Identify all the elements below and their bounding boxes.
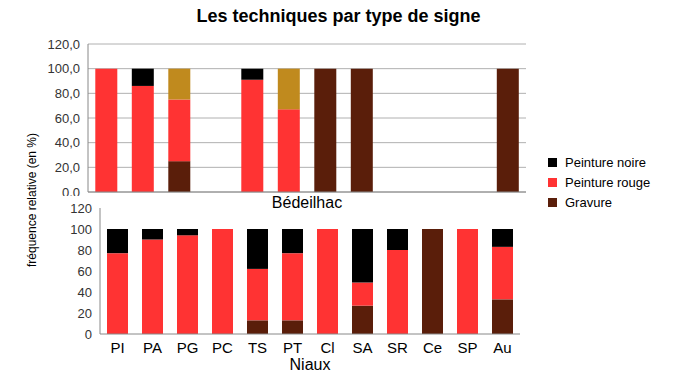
svg-text:SA: SA	[352, 339, 372, 356]
html-text:fréquence relative (en %): fréquence relative (en %)	[25, 133, 39, 267]
svg-text:40: 40	[78, 285, 92, 300]
svg-text:PI: PI	[110, 339, 124, 356]
svg-text:SR: SR	[387, 339, 408, 356]
svg-text:60,0: 60,0	[55, 111, 80, 126]
svg-text:PG: PG	[177, 339, 199, 356]
svg-text:Ce: Ce	[423, 339, 442, 356]
svg-text:Cl: Cl	[320, 339, 334, 356]
svg-text:0: 0	[85, 327, 92, 342]
svg-text:TS: TS	[248, 339, 267, 356]
svg-text:0,0: 0,0	[62, 185, 80, 196]
svg-text:100: 100	[70, 222, 92, 237]
svg-text:SP: SP	[457, 339, 477, 356]
html-text:Bédeilhac: Bédeilhac	[271, 194, 343, 211]
html-text:Les techniques par type de sig: Les techniques par type de signe	[196, 6, 481, 26]
svg-text:Au: Au	[493, 339, 511, 356]
svg-text:Niaux: Niaux	[290, 356, 331, 372]
html-text:Peinture noire: Peinture noire	[565, 154, 646, 170]
svg-text:20,0: 20,0	[55, 160, 80, 175]
svg-text:PA: PA	[143, 339, 162, 356]
svg-text:80,0: 80,0	[55, 86, 80, 101]
svg-text:120,0: 120,0	[47, 37, 80, 52]
svg-text:60: 60	[78, 264, 92, 279]
html-text:Peinture rouge: Peinture rouge	[565, 174, 651, 190]
svg-text:40,0: 40,0	[55, 135, 80, 150]
svg-text:PT: PT	[283, 339, 302, 356]
svg-text:20: 20	[78, 306, 92, 321]
svg-text:PC: PC	[212, 339, 233, 356]
svg-text:120: 120	[70, 201, 92, 216]
svg-text:80: 80	[78, 243, 92, 258]
svg-text:100,0: 100,0	[47, 61, 80, 76]
html-text:Gravure: Gravure	[565, 194, 612, 210]
